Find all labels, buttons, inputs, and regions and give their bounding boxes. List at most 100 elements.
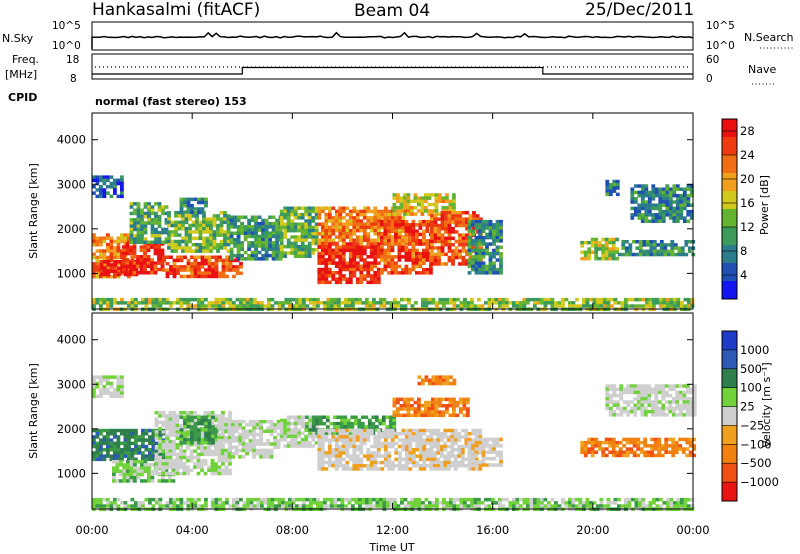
heatmap-cell	[255, 432, 260, 437]
heatmap-cell	[397, 457, 402, 462]
heatmap-cell	[279, 222, 284, 226]
heatmap-cell	[233, 215, 237, 219]
heatmap-cell	[380, 251, 384, 256]
heatmap-cell	[429, 464, 434, 468]
heatmap-cell	[467, 437, 472, 442]
heatmap-cell	[311, 241, 316, 246]
heatmap-cell	[390, 271, 395, 275]
heatmap-cell	[92, 236, 96, 240]
heatmap-cell	[172, 301, 177, 305]
heatmap-cell	[637, 190, 642, 195]
heatmap-cell	[124, 269, 128, 274]
heatmap-cell	[630, 206, 635, 211]
heatmap-cell	[415, 261, 419, 265]
heatmap-cell	[254, 234, 258, 239]
heatmap-cell	[240, 225, 244, 229]
heatmap-cell	[613, 301, 618, 305]
heatmap-cell	[331, 274, 336, 278]
heatmap-cell	[120, 297, 124, 302]
heatmap-cell	[116, 428, 121, 433]
heatmap-cell	[250, 228, 255, 232]
heatmap-cell	[120, 191, 124, 195]
heatmap-cell	[120, 391, 124, 395]
heatmap-cell	[144, 428, 149, 433]
heatmap-cell	[102, 435, 107, 439]
heatmap-cell	[212, 220, 217, 225]
heatmap-cell	[422, 467, 427, 471]
heatmap-cell	[394, 435, 399, 439]
heatmap-cell	[220, 423, 225, 427]
heatmap-cell	[200, 465, 204, 469]
heatmap-cell	[406, 413, 411, 418]
heatmap-cell	[92, 242, 96, 247]
heatmap-cell	[102, 378, 107, 383]
heatmap-cell	[673, 297, 677, 302]
heatmap-cell	[425, 267, 430, 272]
heatmap-cell	[404, 467, 409, 471]
heatmap-cell	[620, 304, 625, 308]
heatmap-cell	[452, 381, 457, 386]
heatmap-cell	[465, 259, 469, 263]
heatmap-cell	[259, 439, 263, 443]
heatmap-cell	[317, 212, 322, 217]
heatmap-cell	[355, 245, 360, 249]
heatmap-cell	[214, 468, 218, 473]
heatmap-cell	[446, 451, 451, 455]
heatmap-cell	[183, 415, 187, 419]
heatmap-cell	[221, 268, 226, 272]
heatmap-cell	[250, 241, 255, 245]
heatmap-cell	[383, 239, 388, 243]
heatmap-cell	[209, 236, 213, 241]
heatmap-cell	[293, 225, 298, 230]
heatmap-cell	[355, 261, 360, 265]
heatmap-cell	[202, 230, 206, 234]
heatmap-cell	[269, 455, 274, 459]
heatmap-cell	[157, 205, 162, 209]
heatmap-cell	[297, 428, 302, 432]
heatmap-cell	[675, 187, 680, 191]
heatmap-cell	[221, 297, 226, 302]
heatmap-cell	[433, 259, 438, 263]
heatmap-cell	[150, 472, 155, 477]
heatmap-cell	[327, 228, 332, 233]
heatmap-cell	[264, 231, 269, 235]
heatmap-cell	[341, 248, 346, 253]
heatmap-cell	[195, 227, 199, 231]
heatmap-cell	[161, 227, 165, 232]
heatmap-cell	[667, 437, 672, 442]
heatmap-cell	[232, 258, 236, 263]
heatmap-cell	[197, 255, 201, 259]
heatmap-cell	[359, 264, 364, 269]
heatmap-cell	[380, 212, 385, 217]
heatmap-cell	[679, 216, 684, 220]
heatmap-cell	[465, 227, 469, 231]
heatmap-cell	[587, 253, 592, 258]
heatmap-cell	[659, 304, 663, 308]
heatmap-cell	[347, 304, 352, 308]
heatmap-cell	[345, 451, 350, 455]
heatmap-cell	[594, 247, 599, 251]
heatmap-cell	[243, 225, 248, 229]
heatmap-cell	[478, 267, 482, 272]
heatmap-cell	[334, 277, 339, 281]
heatmap-cell	[221, 417, 225, 421]
heatmap-cell	[269, 432, 274, 437]
heatmap-cell	[485, 251, 489, 256]
heatmap-cell	[431, 404, 435, 408]
heatmap-cell	[92, 428, 96, 433]
heatmap-cell	[236, 228, 241, 232]
heatmap-cell	[161, 240, 165, 244]
heatmap-cell	[116, 194, 121, 199]
heatmap-cell	[341, 451, 346, 455]
heatmap-cell	[130, 454, 135, 458]
heatmap-cell	[154, 411, 159, 415]
heatmap-cell	[116, 181, 121, 186]
heatmap-cell	[116, 388, 121, 392]
heatmap-cell	[224, 448, 228, 453]
heatmap-cell	[204, 434, 208, 439]
heatmap-cell	[444, 211, 448, 215]
heatmap-cell	[338, 457, 343, 462]
heatmap-cell	[376, 467, 381, 471]
heatmap-cell	[225, 274, 229, 279]
heatmap-cell	[392, 206, 397, 210]
